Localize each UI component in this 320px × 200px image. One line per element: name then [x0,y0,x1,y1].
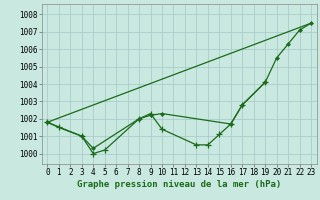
X-axis label: Graphe pression niveau de la mer (hPa): Graphe pression niveau de la mer (hPa) [77,180,281,189]
